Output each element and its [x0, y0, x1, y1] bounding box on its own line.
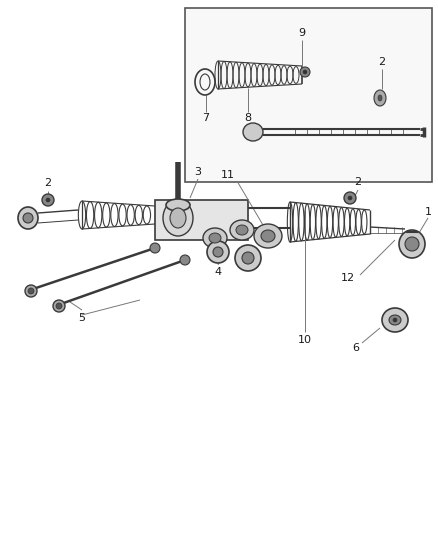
Ellipse shape — [382, 308, 408, 332]
Ellipse shape — [348, 196, 352, 200]
Ellipse shape — [344, 192, 356, 204]
Text: 6: 6 — [353, 343, 360, 353]
Ellipse shape — [243, 123, 263, 141]
Ellipse shape — [399, 230, 425, 258]
Ellipse shape — [254, 224, 282, 248]
Ellipse shape — [28, 288, 34, 294]
Ellipse shape — [25, 285, 37, 297]
Ellipse shape — [180, 255, 190, 265]
Ellipse shape — [405, 237, 419, 251]
Ellipse shape — [18, 207, 38, 229]
Ellipse shape — [389, 315, 401, 325]
Ellipse shape — [242, 252, 254, 264]
Ellipse shape — [236, 225, 248, 235]
Ellipse shape — [166, 199, 190, 211]
Ellipse shape — [150, 243, 160, 253]
Ellipse shape — [53, 300, 65, 312]
Ellipse shape — [209, 233, 221, 243]
Text: 2: 2 — [44, 178, 52, 188]
Text: 8: 8 — [244, 113, 251, 123]
Ellipse shape — [230, 220, 254, 240]
Ellipse shape — [261, 230, 275, 242]
Ellipse shape — [213, 247, 223, 257]
Text: 1: 1 — [424, 207, 431, 217]
Ellipse shape — [300, 67, 310, 77]
Ellipse shape — [42, 194, 54, 206]
Bar — [185, 8, 432, 182]
Ellipse shape — [374, 90, 386, 106]
Ellipse shape — [23, 213, 33, 223]
Text: 2: 2 — [354, 177, 361, 187]
Ellipse shape — [163, 200, 193, 236]
Text: 5: 5 — [78, 313, 85, 323]
Text: 3: 3 — [194, 167, 201, 177]
Ellipse shape — [303, 70, 307, 74]
Text: 10: 10 — [298, 335, 312, 345]
Ellipse shape — [378, 95, 382, 101]
Bar — [155, 200, 248, 240]
Ellipse shape — [207, 241, 229, 263]
Ellipse shape — [56, 303, 62, 309]
Ellipse shape — [170, 208, 186, 228]
Text: 2: 2 — [378, 57, 385, 67]
Ellipse shape — [235, 245, 261, 271]
Ellipse shape — [203, 228, 227, 248]
Ellipse shape — [393, 318, 397, 322]
Text: 9: 9 — [298, 28, 306, 38]
Text: 12: 12 — [341, 273, 355, 283]
Text: 11: 11 — [221, 170, 235, 180]
Ellipse shape — [46, 198, 50, 202]
Text: 7: 7 — [202, 113, 209, 123]
Text: 4: 4 — [215, 267, 222, 277]
